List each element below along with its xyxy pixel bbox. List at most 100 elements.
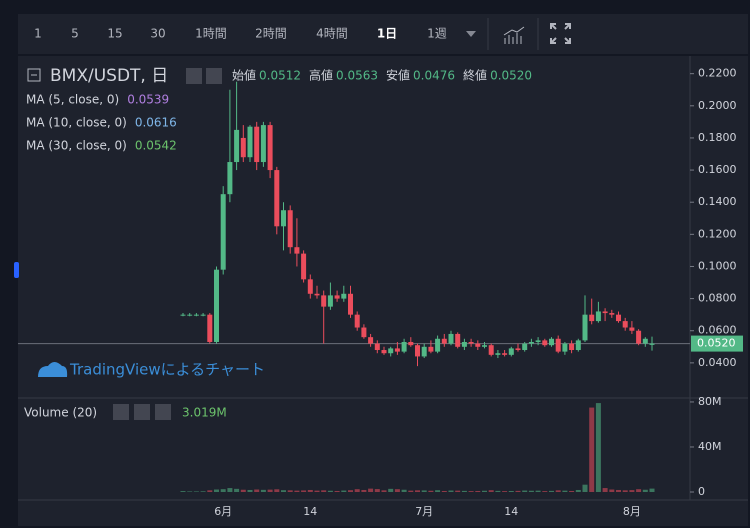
candle-body bbox=[636, 330, 642, 344]
x-tick-label: 14 bbox=[504, 505, 518, 518]
candle-body bbox=[448, 333, 454, 344]
interval-button[interactable]: 1週 bbox=[427, 27, 447, 41]
candle-body bbox=[428, 346, 434, 352]
volume-last-value: 3.019M bbox=[182, 406, 227, 420]
candle-body bbox=[522, 343, 528, 351]
volume-bar bbox=[301, 490, 307, 492]
candle-body bbox=[368, 337, 374, 344]
candle-body bbox=[408, 341, 414, 346]
volume-bar bbox=[334, 490, 340, 492]
ohlc-name: 高値 bbox=[309, 68, 333, 83]
volume-bar bbox=[629, 490, 635, 492]
volume-bar bbox=[415, 490, 420, 492]
candle-body bbox=[321, 295, 327, 307]
volume-bar bbox=[441, 490, 447, 492]
symbol-title: BMX/USDT, 日 bbox=[50, 66, 168, 86]
volume-bar bbox=[468, 491, 474, 492]
volume-bar bbox=[180, 491, 186, 492]
candle-body bbox=[461, 341, 467, 347]
volume-bar bbox=[361, 489, 367, 492]
candle-body bbox=[582, 314, 588, 341]
interval-button[interactable]: 1時間 bbox=[195, 27, 227, 41]
y-tick-label: 0.0400 bbox=[698, 356, 737, 369]
volume-bar bbox=[609, 489, 615, 492]
volume-bar bbox=[435, 490, 441, 492]
interval-dropdown[interactable] bbox=[466, 31, 476, 37]
candle-body bbox=[468, 341, 474, 344]
last-price-label: 0.0520 bbox=[697, 337, 736, 350]
candle-body bbox=[214, 269, 219, 342]
interval-button[interactable]: 1 bbox=[34, 27, 42, 41]
candle-body bbox=[495, 353, 501, 355]
candle-body bbox=[562, 343, 568, 352]
volume-bar bbox=[274, 489, 280, 492]
candle-body bbox=[307, 279, 313, 294]
volume-buttons[interactable] bbox=[113, 404, 171, 420]
x-tick-label: 14 bbox=[303, 505, 317, 518]
volume-bar bbox=[528, 490, 534, 492]
interval-button[interactable]: 30 bbox=[150, 27, 165, 41]
side-tab[interactable] bbox=[14, 262, 19, 278]
interval-button[interactable]: 15 bbox=[107, 27, 122, 41]
candle-body bbox=[240, 137, 246, 158]
candle-body bbox=[649, 343, 655, 345]
candle-body bbox=[281, 210, 286, 227]
candle-body bbox=[327, 295, 333, 307]
candle-body bbox=[482, 345, 487, 347]
y-tick-label: 0.0600 bbox=[698, 324, 737, 337]
volume-bar bbox=[642, 489, 648, 492]
volume-bar bbox=[207, 490, 213, 492]
candle-body bbox=[595, 311, 601, 322]
indicator-value: 0.0539 bbox=[127, 93, 169, 107]
candle-body bbox=[629, 327, 635, 331]
candle-body bbox=[334, 295, 340, 299]
ohlc-name: 終値 bbox=[463, 68, 487, 83]
series-buttons[interactable] bbox=[186, 68, 222, 84]
candle-body bbox=[528, 341, 534, 344]
volume-bar bbox=[227, 488, 233, 492]
candle-body bbox=[361, 327, 367, 338]
volume-bar bbox=[515, 490, 521, 492]
candle-body bbox=[220, 194, 226, 270]
candle-body bbox=[193, 314, 199, 316]
candle-body bbox=[234, 129, 240, 163]
ohlc-value: 0.0476 bbox=[413, 69, 455, 83]
volume-bar bbox=[254, 489, 260, 492]
volume-bar bbox=[461, 490, 467, 492]
volume-bar bbox=[214, 489, 219, 492]
candle-body bbox=[260, 125, 266, 163]
volume-bar bbox=[260, 489, 266, 492]
ohlc-value: 0.0563 bbox=[336, 69, 378, 83]
volume-bar bbox=[649, 488, 655, 492]
candle-body bbox=[267, 125, 273, 171]
fullscreen-button[interactable] bbox=[550, 23, 571, 44]
candle-body bbox=[247, 126, 253, 158]
interval-button[interactable]: 1日 bbox=[377, 27, 397, 41]
y-tick-label: 80M bbox=[698, 395, 722, 408]
interval-button[interactable]: 4時間 bbox=[316, 27, 348, 41]
chart-style-button[interactable] bbox=[503, 26, 525, 44]
interval-button[interactable]: 5 bbox=[71, 27, 79, 41]
volume-bar bbox=[542, 491, 548, 492]
volume-bar bbox=[200, 491, 206, 492]
collapse-button[interactable] bbox=[27, 68, 41, 82]
volume-bar bbox=[314, 490, 320, 492]
y-tick-label: 0.2000 bbox=[698, 99, 737, 112]
candle-body bbox=[575, 340, 581, 351]
candle-body bbox=[348, 293, 353, 315]
candle-body bbox=[301, 253, 307, 280]
interval-button[interactable]: 2時間 bbox=[255, 27, 287, 41]
y-tick-label: 40M bbox=[698, 440, 722, 453]
candle-body bbox=[542, 340, 548, 346]
ohlc-value: 0.0512 bbox=[259, 69, 301, 83]
last-price-box bbox=[691, 335, 743, 352]
candle-body bbox=[515, 348, 521, 351]
volume-bar bbox=[374, 489, 380, 492]
candle-body bbox=[314, 293, 320, 296]
indicator-value: 0.0542 bbox=[135, 139, 177, 153]
price-axis: 0.0400 0.0600 0.0800 0.1000 0.1200 0.1400 0.16… bbox=[690, 67, 737, 498]
y-tick-label: 0 bbox=[698, 485, 705, 498]
candle-body bbox=[508, 348, 514, 355]
volume-title: Volume (20) bbox=[24, 406, 97, 420]
candle-body bbox=[622, 321, 628, 328]
